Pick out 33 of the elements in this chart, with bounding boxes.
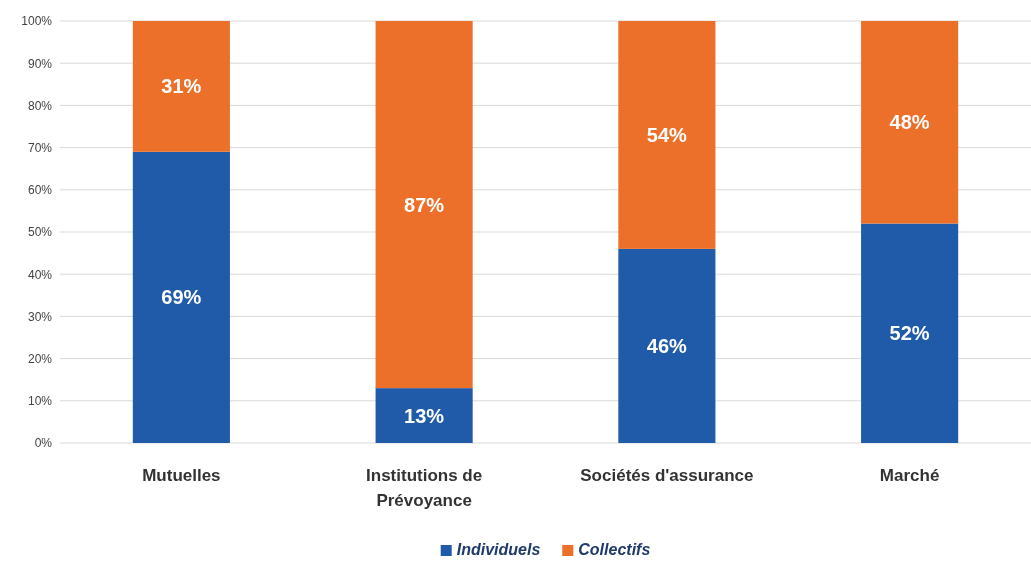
data-label: 54% [646,123,688,146]
data-label: 31% [161,75,202,98]
bar [861,21,959,224]
legend-label: Individuels [456,541,541,558]
legend-label: Collectifs [578,541,651,558]
data-label: 48% [889,111,930,134]
data-label: 52% [889,322,930,345]
y-tick-label: 0% [34,436,53,451]
data-label: 46% [646,334,688,357]
bar [618,21,716,249]
bar [861,223,959,443]
x-tick-label: Marché [879,466,940,485]
bar [618,248,716,443]
y-tick-label: 60% [27,183,53,198]
y-tick-label: 80% [27,98,53,113]
x-tick-label: Sociétés d'assurance [580,466,754,485]
y-tick-label: 30% [27,309,53,324]
y-tick-label: 70% [27,140,53,155]
bar [375,388,473,443]
data-label: 69% [161,286,202,309]
y-tick-label: 10% [27,394,53,409]
x-tick-label: Institutions de Prévoyance [366,466,483,510]
y-tick-label: 40% [27,267,53,282]
y-tick-label: 90% [27,56,53,71]
x-tick-label: Mutuelles [142,466,221,485]
bar [132,21,230,152]
y-tick-label: 100% [21,14,53,29]
bar [375,21,473,389]
y-tick-label: 50% [27,225,53,240]
data-label: 13% [404,404,445,427]
bar [132,151,230,443]
y-tick-label: 20% [27,351,53,366]
data-label: 87% [404,193,445,216]
